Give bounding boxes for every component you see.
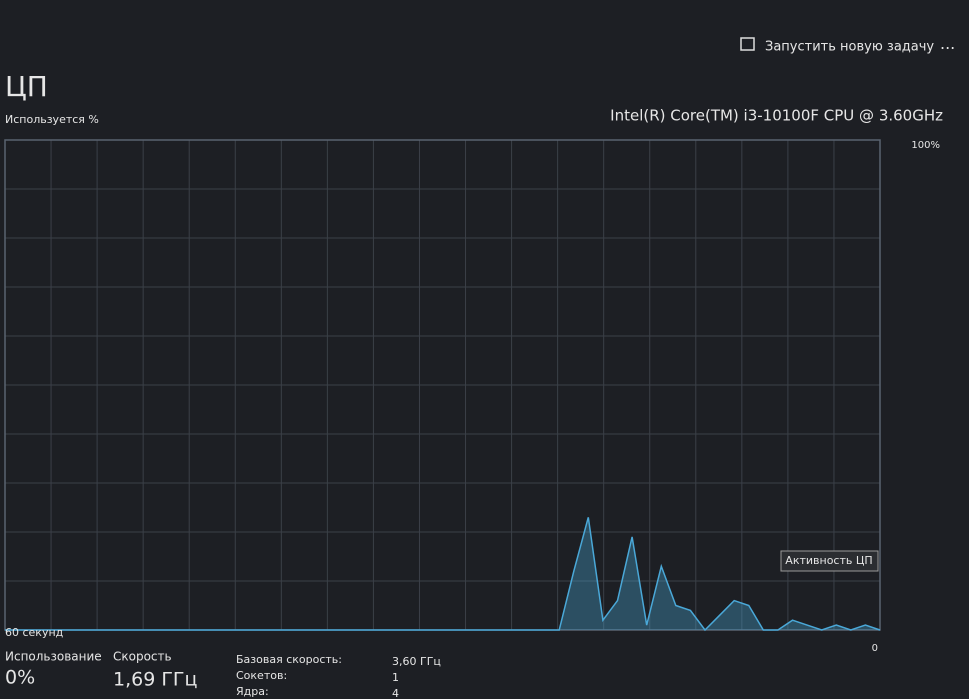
speed-label: Скорость <box>113 650 172 664</box>
plot: 0 100% <box>5 139 940 654</box>
x-axis-label: 60 секунд <box>5 626 64 639</box>
usage-label: Использование <box>5 650 102 664</box>
y-tick-label: 100% <box>911 140 940 151</box>
detail-value: 3,60 ГГц <box>392 655 441 668</box>
detail-label: Ядра: <box>236 685 269 698</box>
details: Базовая скорость: 3,60 ГГц Сокетов: 1 Ядра: 4 <box>236 653 441 699</box>
new-task-label[interactable]: Запустить новую задачу <box>765 40 934 55</box>
detail-value: 4 <box>392 687 399 699</box>
y-tick-label: 0 <box>872 643 878 654</box>
y-axis-label: Используется % <box>5 113 99 126</box>
tooltip: Активность ЦП <box>780 550 879 572</box>
cpu-name: Intel(R) Core(TM) i3-10100F CPU @ 3.60GH… <box>610 107 943 125</box>
new-task-button[interactable]: Запустить новую задачу <box>740 37 934 55</box>
usage-value: 0% <box>5 667 35 689</box>
cpu-area <box>5 517 880 630</box>
detail-label: Базовая скорость: <box>236 653 342 666</box>
tooltip-box <box>780 550 879 572</box>
cpu-line <box>5 517 881 632</box>
tooltip-text: Активность ЦП <box>785 554 872 567</box>
detail-label: Сокетов: <box>236 669 287 682</box>
page-title: ЦП <box>5 70 48 103</box>
detail-value: 1 <box>392 671 399 684</box>
more-button[interactable]: ··· <box>940 39 955 58</box>
speed-value: 1,69 ГГц <box>113 669 198 691</box>
grid <box>5 140 880 630</box>
icon <box>740 37 755 51</box>
